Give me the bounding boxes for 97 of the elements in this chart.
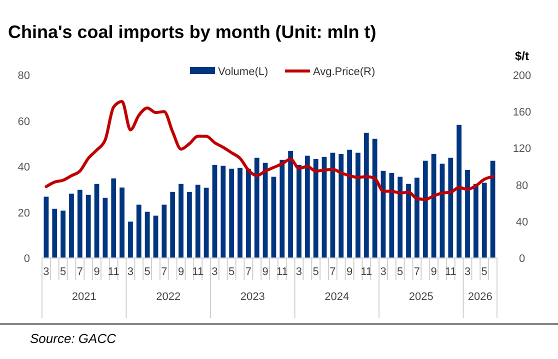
bar	[254, 158, 260, 258]
x-tick-label: 7	[414, 266, 420, 278]
bar	[456, 124, 462, 258]
bar	[372, 138, 378, 258]
x-tick-label: 5	[228, 266, 235, 278]
bar	[212, 164, 218, 258]
bar	[473, 184, 478, 258]
bar	[414, 178, 420, 258]
x-tick-label: 3	[464, 266, 471, 278]
bar	[162, 204, 167, 258]
bar	[144, 212, 150, 258]
bar	[296, 164, 302, 258]
bar	[195, 184, 200, 258]
x-tick-label: 7	[76, 266, 83, 278]
bar	[60, 210, 66, 258]
bar	[246, 168, 251, 258]
bar	[128, 222, 133, 258]
y-tick-label: 80	[18, 70, 30, 82]
x-tick-label: 5	[60, 266, 66, 278]
bar	[220, 166, 226, 258]
bar	[187, 192, 192, 258]
bar	[94, 184, 100, 258]
x-tick-label: 11	[192, 266, 204, 278]
y-tick-label: 40	[18, 162, 30, 174]
bar	[136, 204, 142, 258]
y2-axis-title: $/t	[514, 49, 530, 63]
x-tick-label: 3	[380, 266, 386, 278]
bar	[238, 168, 242, 258]
bar	[86, 194, 91, 258]
x-tick-label: 5	[397, 266, 404, 278]
text: 2025	[408, 291, 434, 303]
x-tick-label: 11	[444, 266, 456, 278]
bar	[398, 176, 403, 258]
x-tick-label: 7	[330, 266, 336, 278]
x-tick-label: 9	[262, 266, 268, 278]
text: 2026	[468, 291, 492, 303]
bar	[271, 176, 276, 258]
bar	[304, 156, 310, 258]
x-tick-label: 3	[296, 266, 302, 278]
x-tick-label: 3	[212, 266, 218, 278]
x-tick-label: 11	[108, 266, 120, 278]
y2-tick-label: 160	[512, 106, 532, 119]
text: 2022	[156, 291, 181, 303]
legend-label: Avg.Price(R)	[313, 66, 376, 78]
x-tick-label: 3	[127, 266, 134, 278]
bar	[69, 194, 74, 258]
bar	[102, 198, 108, 258]
bar	[77, 190, 82, 258]
x-tick-label: 5	[144, 266, 150, 278]
line-series	[44, 100, 494, 201]
bar	[280, 160, 285, 258]
bar	[204, 188, 209, 258]
bar	[288, 150, 294, 258]
x-tick-label: 9	[346, 266, 353, 278]
bar	[153, 216, 158, 258]
x-tick-label: 3	[43, 266, 50, 278]
x-tick-label: 9	[178, 266, 184, 278]
bar	[482, 182, 487, 258]
x-tick-label: 7	[245, 266, 252, 278]
bar	[465, 170, 470, 258]
x-tick-label: 11	[276, 266, 288, 278]
text: 2023	[240, 291, 265, 303]
bar	[406, 184, 411, 258]
legend-label: Volume(L)	[218, 66, 268, 78]
bar	[347, 150, 352, 258]
bar	[313, 158, 318, 258]
bar	[229, 168, 234, 258]
x-tick-label: 11	[360, 266, 372, 278]
y2-tick-label: 80	[516, 180, 528, 192]
bar	[356, 152, 360, 258]
bar	[422, 160, 428, 258]
bar	[44, 196, 49, 258]
y-tick-label: 0	[24, 253, 30, 265]
bar	[448, 158, 454, 258]
y-tick-label: 20	[18, 207, 30, 220]
bar	[120, 188, 124, 258]
bar	[170, 192, 176, 258]
x-tick-label: 5	[312, 266, 319, 278]
chart-title: China's coal imports by month (Unit: mln t)	[8, 22, 376, 42]
bar	[389, 172, 394, 258]
y-tick-label: 60	[18, 116, 30, 128]
source-note: Source: GACC	[30, 331, 117, 346]
y2-tick-label: 120	[512, 143, 532, 156]
x-tick-label: 9	[430, 266, 437, 278]
bar	[52, 208, 58, 258]
y2-tick-label: 40	[516, 216, 528, 228]
y2-tick-label: 0	[518, 253, 526, 265]
x-tick-label: 9	[94, 266, 100, 278]
bar	[111, 178, 116, 258]
x-tick-label: 7	[161, 266, 168, 278]
bar	[178, 184, 184, 258]
text: 2024	[324, 291, 350, 303]
bar	[364, 132, 369, 258]
x-tick-label: 5	[481, 266, 488, 278]
y2-tick-label: 200	[512, 70, 532, 82]
bar	[338, 154, 344, 258]
text: 2021	[72, 291, 96, 303]
